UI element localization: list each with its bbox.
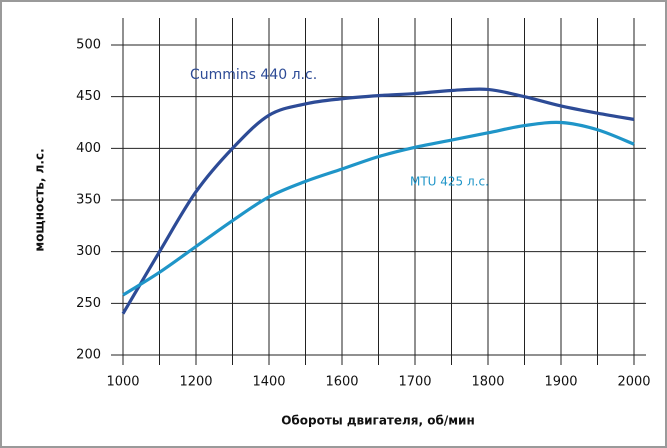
series-line <box>122 120 635 297</box>
x-tick-label: 1600 <box>325 375 358 390</box>
x-axis-label: Обороты двигателя, об/мин <box>281 414 475 428</box>
y-tick-label: 350 <box>76 193 101 208</box>
x-tick-label: 1800 <box>471 375 504 390</box>
series-label: MTU 425 л.с. <box>410 175 489 189</box>
series-label: Cummins 440 л.с. <box>190 67 317 83</box>
y-axis-label: мощность, л.с. <box>33 148 47 251</box>
y-tick-label: 400 <box>76 141 101 156</box>
x-tick-label: 1900 <box>544 375 577 390</box>
x-tick-label: 1700 <box>398 375 431 390</box>
x-tick-label: 1200 <box>179 375 212 390</box>
y-tick-label: 500 <box>76 38 101 53</box>
y-tick-label: 250 <box>76 296 101 311</box>
y-tick-label: 450 <box>76 89 101 104</box>
y-tick-label: 300 <box>76 244 101 259</box>
x-tick-label: 1000 <box>106 375 139 390</box>
y-tick-label: 200 <box>76 348 101 363</box>
series-line <box>121 87 635 315</box>
x-tick-label: 2000 <box>617 375 650 390</box>
x-tick-label: 1400 <box>252 375 285 390</box>
